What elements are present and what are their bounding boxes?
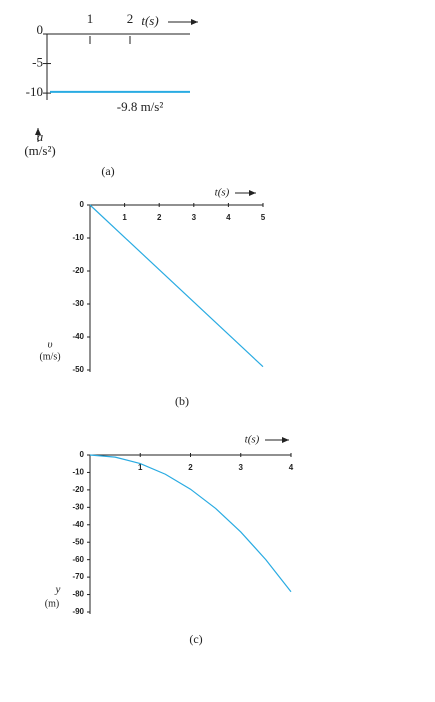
y-tick-label: -40	[72, 332, 84, 341]
y-axis-symbol: a	[37, 129, 44, 144]
y-tick-label: -60	[72, 555, 84, 564]
x-tick-label: 1	[87, 11, 94, 26]
y-tick-label: -20	[72, 266, 84, 275]
x-tick-label: 4	[226, 213, 231, 222]
y-tick-label: 0	[80, 450, 85, 459]
y-axis-unit: (m/s²)	[24, 143, 55, 158]
y-axis-symbol: y	[55, 584, 61, 596]
y-tick-label: -50	[72, 365, 84, 374]
y-tick-label: -90	[72, 607, 84, 616]
x-tick-label: 2	[188, 463, 193, 472]
y-tick-label: 0	[37, 22, 44, 37]
x-axis-label: t(s)	[215, 187, 230, 199]
caption: (a)	[101, 164, 114, 178]
x-tick-label: 1	[138, 463, 143, 472]
line	[89, 454, 292, 593]
x-tick-label: 1	[122, 213, 127, 222]
x-axis-label: t(s)	[141, 13, 158, 28]
x-tick-label: 3	[192, 213, 197, 222]
y-axis-unit: (m/s)	[39, 351, 60, 362]
caption: (b)	[175, 394, 189, 408]
x-tick-label: 4	[289, 463, 294, 472]
y-tick-label: -10	[72, 468, 84, 477]
line	[89, 204, 264, 368]
x-tick-label: 2	[127, 11, 134, 26]
y-tick-label: 0	[80, 200, 85, 209]
y-tick-label: -20	[72, 485, 84, 494]
y-axis-unit: (m)	[45, 598, 59, 609]
annotation: -9.8 m/s²	[117, 99, 164, 114]
x-tick-label: 3	[239, 463, 244, 472]
y-tick-label: -70	[72, 572, 84, 581]
caption: (c)	[189, 632, 202, 646]
y-tick-label: -30	[72, 299, 84, 308]
x-tick-label: 2	[157, 213, 162, 222]
y-tick-label: -40	[72, 520, 84, 529]
x-axis-label: t(s)	[245, 434, 260, 446]
x-tick-label: 5	[261, 213, 266, 222]
y-tick-label: -50	[72, 537, 84, 546]
y-axis-symbol: υ	[47, 339, 52, 351]
y-tick-label: -10	[72, 233, 84, 242]
y-tick-label: -5	[32, 55, 43, 70]
y-tick-label: -80	[72, 590, 84, 599]
y-tick-label: -30	[72, 502, 84, 511]
y-tick-label: -10	[26, 84, 43, 99]
